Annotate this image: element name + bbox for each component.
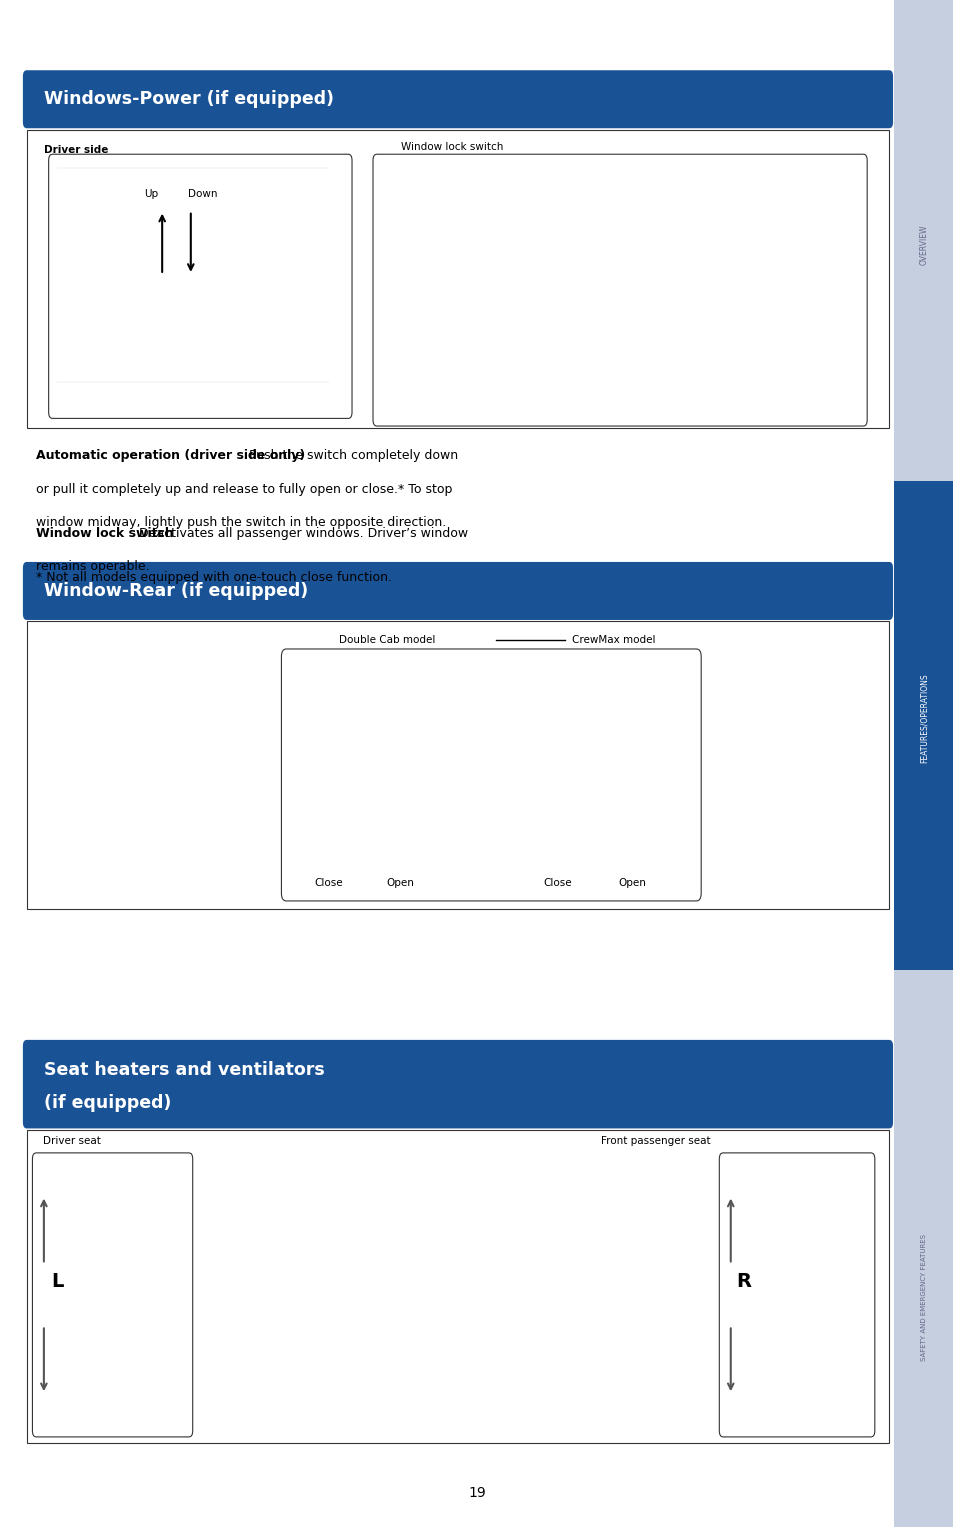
Bar [27, 1130, 888, 1443]
Text: Double Cab model: Double Cab model [338, 635, 435, 644]
FancyBboxPatch shape [23, 562, 892, 620]
Text: Automatic operation (driver side only): Automatic operation (driver side only) [36, 449, 305, 463]
Text: Front passenger seat: Front passenger seat [600, 1136, 710, 1145]
Text: R: R [736, 1272, 751, 1290]
Bar [27, 621, 888, 909]
FancyBboxPatch shape [49, 154, 352, 418]
Text: 19: 19 [468, 1486, 485, 1501]
FancyBboxPatch shape [23, 70, 892, 128]
Text: L: L [51, 1272, 63, 1290]
Text: Deactivates all passenger windows. Driver’s window: Deactivates all passenger windows. Drive… [135, 527, 468, 541]
Text: Window-Rear (if equipped): Window-Rear (if equipped) [44, 582, 308, 600]
Text: Close: Close [543, 878, 572, 887]
Text: CrewMax model: CrewMax model [572, 635, 656, 644]
Text: * Not all models equipped with one-touch close function.: * Not all models equipped with one-touch… [36, 571, 392, 585]
Text: Close: Close [314, 878, 343, 887]
Bar [27, 130, 888, 428]
Bar [893, 0, 953, 1527]
FancyBboxPatch shape [281, 649, 700, 901]
Text: Window lock switch: Window lock switch [36, 527, 173, 541]
FancyBboxPatch shape [23, 1040, 892, 1128]
Text: Open: Open [386, 878, 414, 887]
Text: Seat heaters and ventilators: Seat heaters and ventilators [44, 1061, 324, 1080]
Text: or pull it completely up and release to fully open or close.* To stop: or pull it completely up and release to … [36, 483, 452, 496]
Text: FEATURES/OPERATIONS: FEATURES/OPERATIONS [919, 673, 927, 762]
Text: Driver side: Driver side [44, 145, 108, 156]
Text: Up: Up [144, 188, 157, 199]
Text: SAFETY AND EMERGENCY FEATURES: SAFETY AND EMERGENCY FEATURES [920, 1234, 926, 1362]
Text: OVERVIEW: OVERVIEW [919, 224, 927, 264]
Text: Driver seat: Driver seat [43, 1136, 101, 1145]
Text: Windows-Power (if equipped): Windows-Power (if equipped) [44, 90, 334, 108]
Text: window midway, lightly push the switch in the opposite direction.: window midway, lightly push the switch i… [36, 516, 446, 530]
FancyBboxPatch shape [719, 1153, 874, 1437]
FancyBboxPatch shape [32, 1153, 193, 1437]
Text: Window lock switch: Window lock switch [400, 142, 502, 153]
Text: Open: Open [618, 878, 645, 887]
FancyBboxPatch shape [373, 154, 866, 426]
Text: Down: Down [189, 188, 217, 199]
Text: remains operable.: remains operable. [36, 560, 150, 574]
Text: (if equipped): (if equipped) [44, 1095, 172, 1112]
Text: Push the switch completely down: Push the switch completely down [244, 449, 457, 463]
Bar [893, 481, 953, 970]
